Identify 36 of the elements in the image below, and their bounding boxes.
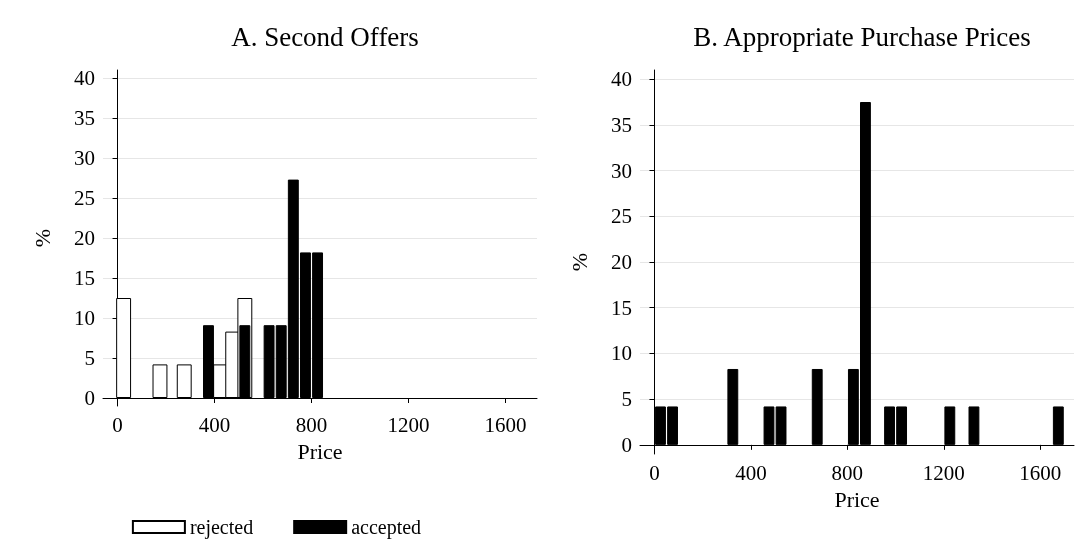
y-tick-label: 0 bbox=[84, 386, 95, 410]
x-axis-title: Price bbox=[834, 486, 880, 512]
y-tick-label: 15 bbox=[74, 266, 95, 290]
y-tick-label: 15 bbox=[611, 295, 632, 320]
y-axis-title: % bbox=[566, 252, 592, 272]
y-tick-label: 5 bbox=[621, 387, 632, 412]
chart-title: B. Appropriate Purchase Prices bbox=[693, 21, 1031, 52]
x-tick-label: 1600 bbox=[1019, 460, 1062, 485]
x-tick-label: 1200 bbox=[387, 412, 430, 437]
y-tick-label: 20 bbox=[611, 250, 632, 274]
y-tick-label: 25 bbox=[611, 204, 632, 229]
y-tick-label: 10 bbox=[74, 306, 95, 330]
y-tick-label: 35 bbox=[611, 112, 632, 137]
x-tick-label: 800 bbox=[831, 460, 864, 485]
y-tick-label: 25 bbox=[74, 186, 95, 210]
x-tick-label: 1200 bbox=[922, 460, 965, 485]
y-tick-label: 30 bbox=[74, 146, 95, 170]
x-tick-label: 800 bbox=[295, 412, 328, 437]
x-tick-label: 0 bbox=[649, 460, 660, 485]
chart-title: A. Second Offers bbox=[231, 21, 419, 52]
legend-label: accepted bbox=[351, 516, 422, 539]
x-axis-title: Price bbox=[297, 438, 343, 464]
y-axis-title: % bbox=[29, 228, 55, 248]
y-tick-label: 30 bbox=[611, 158, 632, 183]
x-tick-label: 400 bbox=[198, 412, 231, 437]
y-tick-label: 0 bbox=[621, 432, 632, 457]
x-tick-label: 0 bbox=[112, 412, 123, 437]
x-tick-label: 400 bbox=[735, 460, 767, 485]
y-tick-label: 35 bbox=[74, 106, 95, 130]
y-tick-label: 40 bbox=[611, 67, 632, 92]
y-tick-label: 40 bbox=[74, 66, 95, 90]
legend-label: rejected bbox=[189, 516, 254, 539]
y-tick-label: 10 bbox=[611, 341, 632, 366]
x-tick-label: 1600 bbox=[484, 412, 527, 437]
y-tick-label: 5 bbox=[84, 346, 95, 370]
y-tick-label: 20 bbox=[74, 226, 95, 250]
